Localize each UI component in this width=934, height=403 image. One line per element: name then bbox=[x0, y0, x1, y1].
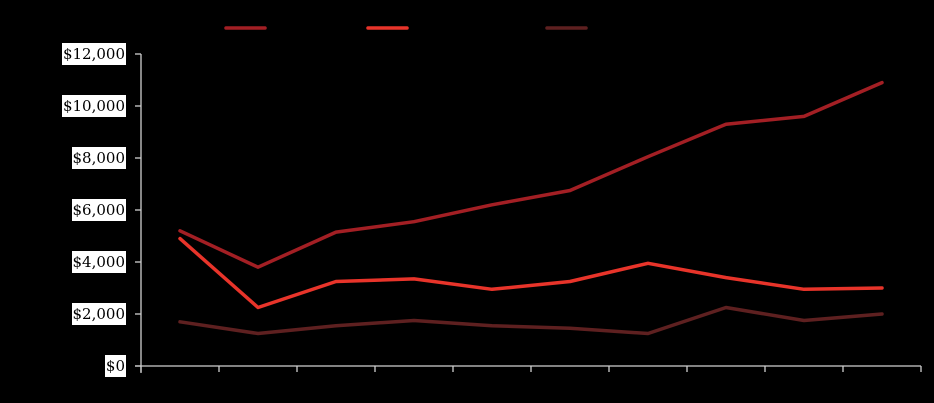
y-tick-label-10000: $10,000 bbox=[61, 95, 126, 117]
series-line-1 bbox=[178, 80, 884, 269]
y-tick-label-2000: $2,000 bbox=[71, 303, 126, 325]
series-lines bbox=[178, 80, 884, 336]
series-line-2 bbox=[178, 236, 884, 310]
series-line-3 bbox=[178, 305, 884, 336]
y-tick-label-12000: $12,000 bbox=[61, 43, 126, 65]
y-axis-labels: $12,000 $10,000 $8,000 $6,000 $4,000 $2,… bbox=[0, 0, 126, 403]
y-tick-label-4000: $4,000 bbox=[71, 251, 126, 273]
y-tick-label-0: $0 bbox=[104, 355, 126, 377]
y-tick-label-6000: $6,000 bbox=[71, 199, 126, 221]
axes bbox=[135, 53, 922, 373]
y-tick-label-8000: $8,000 bbox=[71, 147, 126, 169]
